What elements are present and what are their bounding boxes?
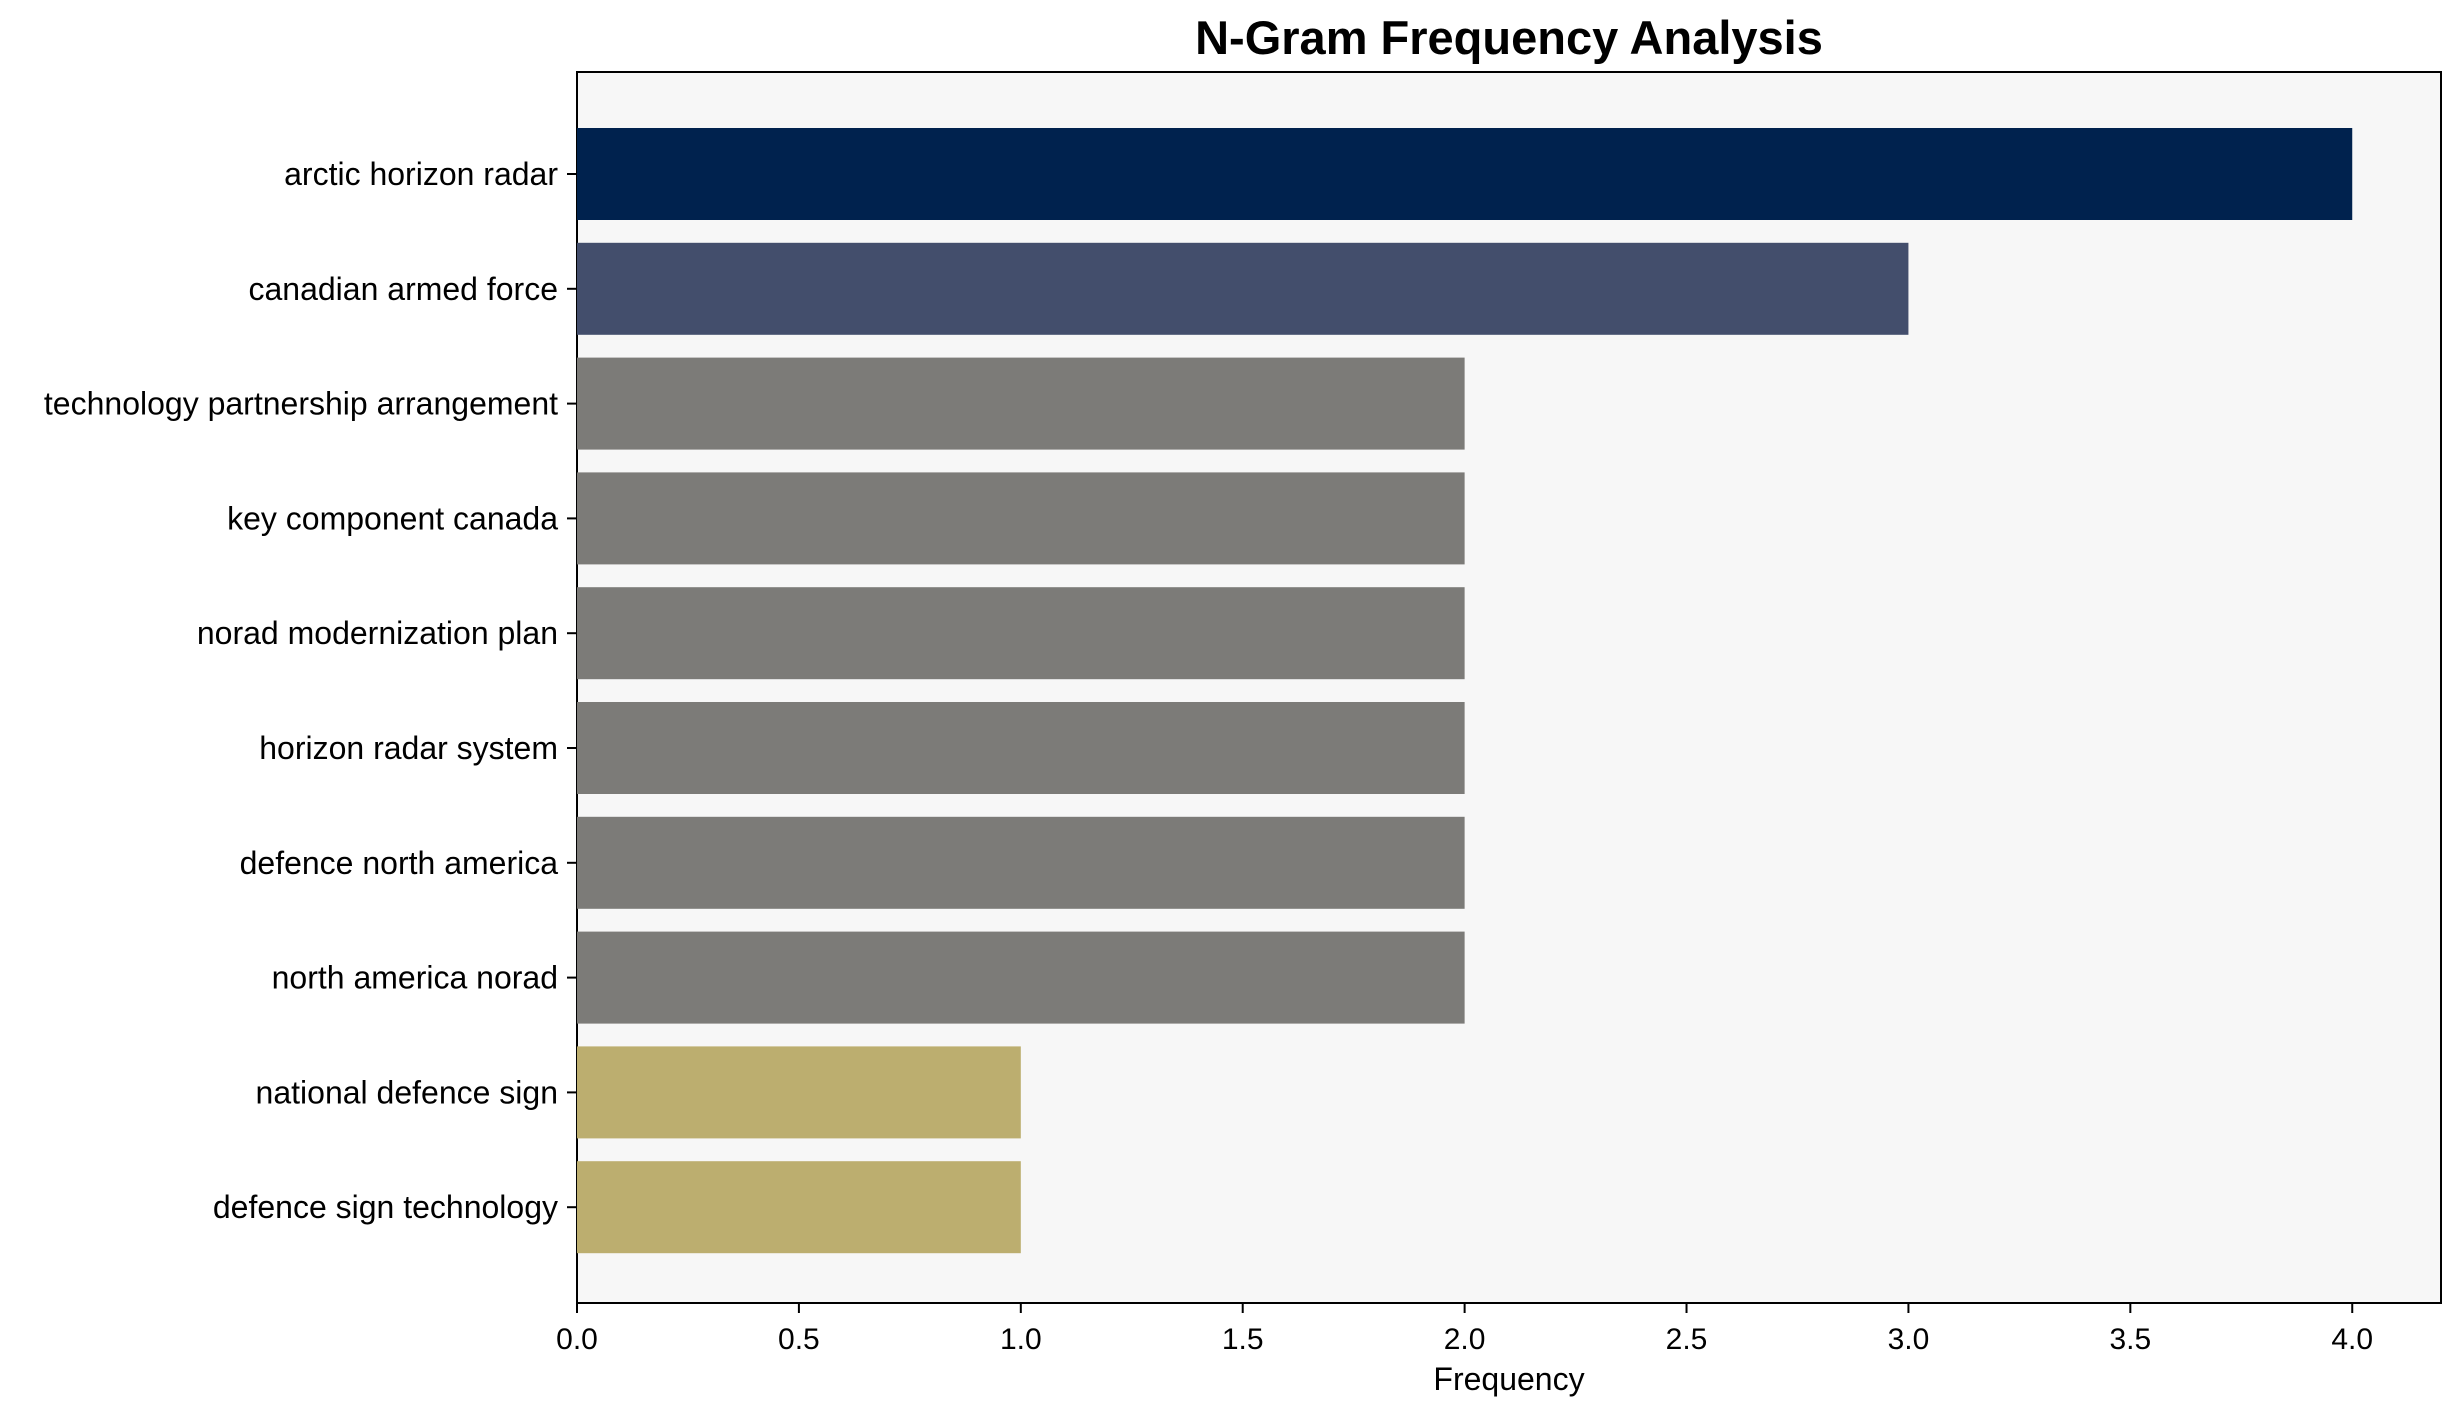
bar xyxy=(577,1161,1021,1254)
bar xyxy=(577,816,1465,909)
x-tick-label: 0.0 xyxy=(556,1323,598,1356)
x-tick-label: 3.5 xyxy=(2109,1323,2151,1356)
y-tick-label: canadian armed force xyxy=(248,271,558,307)
bar xyxy=(577,128,2353,220)
y-tick-label: key component canada xyxy=(227,500,558,536)
bar xyxy=(577,242,1909,335)
y-tick-label: defence north america xyxy=(240,845,559,881)
x-tick-label: 3.0 xyxy=(1888,1323,1930,1356)
y-tick-label: horizon radar system xyxy=(259,730,558,766)
ticks-layer: arctic horizon radar canadian armed force… xyxy=(44,156,2373,1356)
chart-title: N-Gram Frequency Analysis xyxy=(1195,11,1823,64)
bar xyxy=(577,587,1465,680)
bar xyxy=(577,931,1465,1024)
y-tick-label: norad modernization plan xyxy=(197,615,558,651)
x-tick-label: 1.0 xyxy=(1000,1323,1042,1356)
y-tick-label: national defence sign xyxy=(256,1074,558,1110)
y-tick-label: north america norad xyxy=(272,960,558,996)
x-tick-label: 4.0 xyxy=(2331,1323,2373,1356)
y-tick-label: defence sign technology xyxy=(213,1189,558,1225)
x-tick-label: 2.0 xyxy=(1444,1323,1486,1356)
y-tick-label: technology partnership arrangement xyxy=(44,386,558,422)
bar xyxy=(577,357,1465,450)
bar xyxy=(577,1046,1021,1139)
x-tick-label: 2.5 xyxy=(1666,1323,1708,1356)
x-tick-label: 0.5 xyxy=(778,1323,820,1356)
bar xyxy=(577,472,1465,565)
x-axis-label: Frequency xyxy=(1433,1361,1584,1397)
x-tick-label: 1.5 xyxy=(1222,1323,1264,1356)
bars-layer xyxy=(577,128,2353,1254)
bar xyxy=(577,702,1465,794)
y-tick-label: arctic horizon radar xyxy=(284,156,558,192)
